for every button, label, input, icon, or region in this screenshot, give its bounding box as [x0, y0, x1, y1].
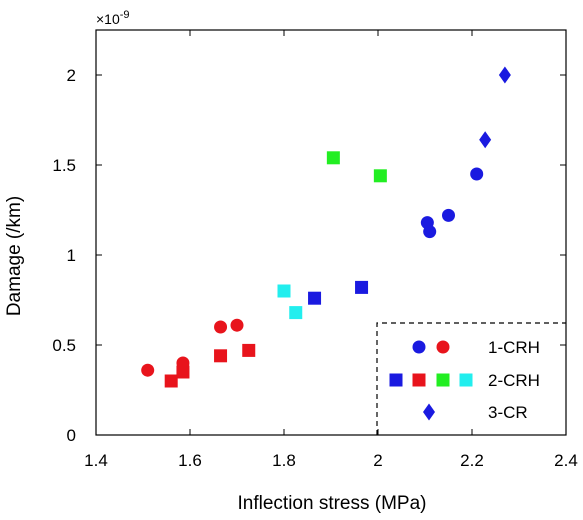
- legend-marker-diamond: [423, 403, 435, 421]
- data-point-square: [277, 284, 291, 298]
- legend-label: 2-CRH: [488, 371, 540, 390]
- y-tick-label: 0.5: [52, 336, 76, 355]
- x-axis-title: Inflection stress (MPa): [238, 493, 427, 514]
- y-axis-multiplier: ×10-9: [96, 9, 130, 27]
- data-point-diamond: [498, 66, 511, 84]
- x-tick-label: 2.4: [554, 451, 578, 470]
- x-tick-label: 1.6: [178, 451, 202, 470]
- legend-marker-square: [436, 373, 450, 387]
- data-point-square: [242, 343, 256, 357]
- data-point-circle: [141, 363, 155, 377]
- y-tick-label: 0: [67, 426, 76, 445]
- legend-marker-square: [459, 373, 473, 387]
- x-tick-label: 2.2: [460, 451, 484, 470]
- data-point-square: [214, 349, 228, 363]
- y-tick-label: 2: [67, 66, 76, 85]
- data-point-square: [289, 306, 303, 320]
- legend-frame: [376, 322, 566, 435]
- x-tick-label: 2: [373, 451, 382, 470]
- legend-label: 1-CRH: [488, 338, 540, 357]
- data-point-square: [308, 291, 322, 305]
- data-point-circle: [442, 208, 455, 222]
- legend-marker-square: [389, 373, 403, 387]
- legend: 1-CRH 2-CRH 3-CR: [376, 322, 566, 435]
- data-point-diamond: [479, 131, 492, 149]
- data-point-square: [176, 365, 190, 379]
- x-tick-label: 1.4: [84, 451, 108, 470]
- axes: 1.4 1.6 1.8 2 2.2 2.4 0 0.5 1 1.5 2: [52, 29, 578, 470]
- legend-label: 3-CR: [488, 403, 528, 422]
- data-points: [141, 66, 511, 388]
- y-axis-title: Damage (/km): [4, 196, 25, 316]
- data-point-square: [326, 151, 340, 165]
- legend-marker-circle: [412, 340, 426, 354]
- plot-frame: [95, 29, 567, 436]
- data-point-circle: [470, 167, 484, 181]
- data-point-circle: [230, 318, 244, 332]
- data-point-square: [164, 374, 178, 388]
- data-point-square: [355, 280, 369, 294]
- x-tick-label: 1.8: [272, 451, 296, 470]
- y-tick-label: 1.5: [52, 156, 76, 175]
- data-point-circle: [423, 225, 437, 239]
- data-point-square: [373, 169, 387, 183]
- data-point-circle: [214, 320, 228, 334]
- legend-marker-square: [412, 373, 426, 387]
- y-tick-label: 1: [67, 246, 76, 265]
- legend-marker-circle: [436, 340, 450, 354]
